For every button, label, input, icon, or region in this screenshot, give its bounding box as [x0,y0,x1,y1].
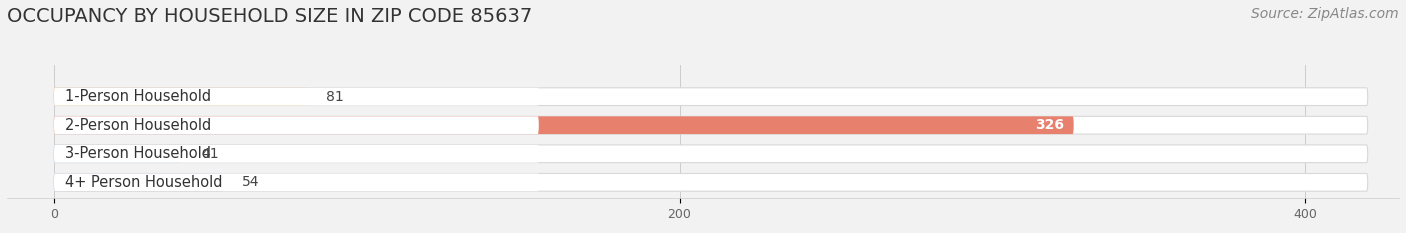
FancyBboxPatch shape [53,88,538,106]
Text: 4+ Person Household: 4+ Person Household [65,175,222,190]
Text: 1-Person Household: 1-Person Household [65,89,211,104]
FancyBboxPatch shape [53,88,1368,106]
Text: 326: 326 [1035,118,1064,132]
Text: Source: ZipAtlas.com: Source: ZipAtlas.com [1251,7,1399,21]
Text: 3-Person Household: 3-Person Household [65,146,211,161]
Text: 41: 41 [201,147,218,161]
Text: 2-Person Household: 2-Person Household [65,118,211,133]
Text: OCCUPANCY BY HOUSEHOLD SIZE IN ZIP CODE 85637: OCCUPANCY BY HOUSEHOLD SIZE IN ZIP CODE … [7,7,533,26]
FancyBboxPatch shape [53,174,538,191]
FancyBboxPatch shape [53,116,1074,134]
Text: 81: 81 [326,90,344,104]
FancyBboxPatch shape [53,174,224,191]
FancyBboxPatch shape [53,145,1368,163]
FancyBboxPatch shape [53,88,308,106]
FancyBboxPatch shape [53,116,1368,134]
FancyBboxPatch shape [53,174,1368,191]
FancyBboxPatch shape [53,145,183,163]
FancyBboxPatch shape [53,145,538,163]
FancyBboxPatch shape [53,116,538,134]
Text: 54: 54 [242,175,259,189]
